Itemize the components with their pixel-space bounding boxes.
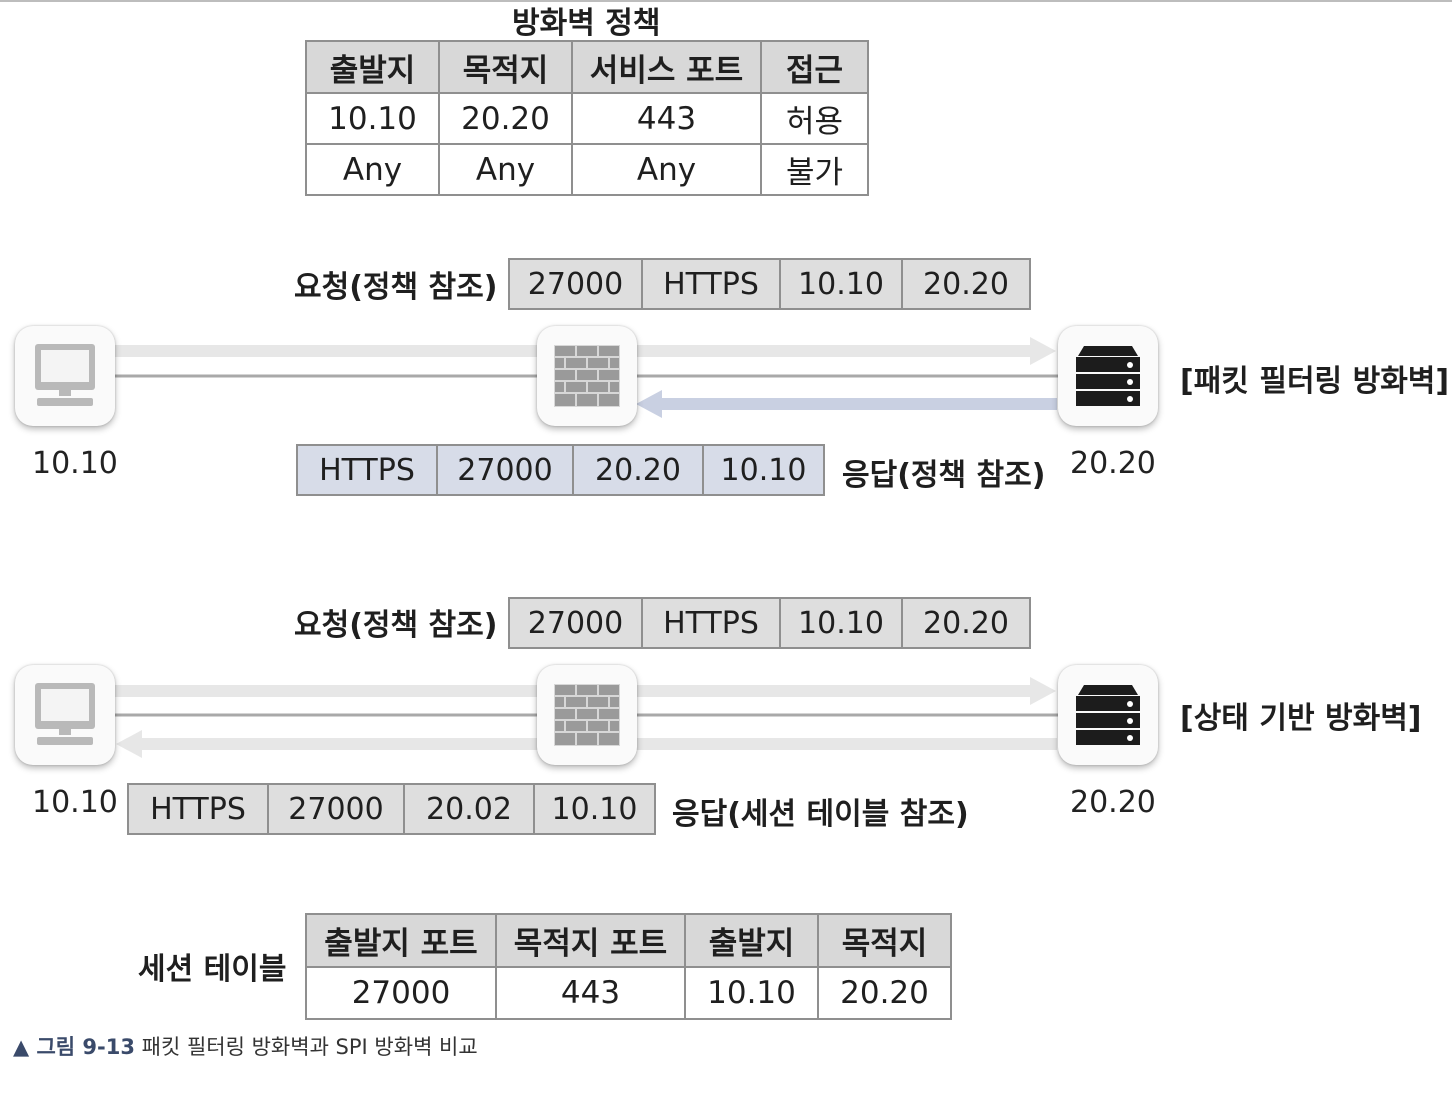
packet-field: 20.20 (923, 266, 1009, 302)
pf-response-packet: HTTPS 27000 20.20 10.10 (296, 444, 825, 496)
session-cell: 443 (495, 966, 686, 1020)
packet-field: 27000 (510, 599, 643, 647)
policy-cell: Any (305, 143, 440, 196)
policy-row: Any Any Any 불가 (305, 143, 869, 196)
policy-cell: Any (571, 143, 762, 196)
top-border (0, 0, 1452, 2)
sf-server-node (1058, 665, 1158, 765)
pf-client-node (15, 326, 115, 426)
sf-server-ip: 20.20 (1070, 785, 1156, 820)
session-header-src-port: 출발지 포트 (305, 913, 497, 968)
policy-cell: 20.20 (438, 92, 573, 145)
sf-request-packet: 27000 HTTPS 10.10 20.20 (508, 597, 1031, 649)
policy-title: 방화벽 정책 (512, 6, 661, 41)
policy-header-access: 접근 (760, 40, 869, 94)
firewall-icon (554, 684, 620, 746)
packet-field: HTTPS (643, 599, 781, 647)
firewall-icon (554, 345, 620, 407)
session-cell: 27000 (305, 966, 497, 1020)
session-row: 27000 443 10.10 20.20 (305, 966, 952, 1020)
packet-field: HTTPS (643, 260, 781, 308)
packet-field: HTTPS (298, 446, 438, 494)
sf-firewall-node (537, 665, 637, 765)
pf-server-ip: 20.20 (1070, 446, 1156, 481)
packet-field: 10.10 (781, 599, 903, 647)
policy-header-destination: 목적지 (438, 40, 573, 94)
packet-field: 20.20 (574, 446, 704, 494)
session-cell: 20.20 (817, 966, 952, 1020)
policy-cell: 10.10 (305, 92, 440, 145)
packet-field: 20.02 (405, 785, 535, 833)
policy-cell: Any (438, 143, 573, 196)
packet-field: 27000 (269, 785, 405, 833)
computer-icon (35, 344, 95, 406)
pf-response-arrow (662, 398, 1057, 410)
pf-request-packet: 27000 HTTPS 10.10 20.20 (508, 258, 1031, 310)
pf-client-ip: 10.10 (32, 446, 118, 481)
packet-field: HTTPS (129, 785, 269, 833)
session-table-label: 세션 테이블 (138, 952, 287, 987)
arrow-icon (636, 390, 662, 418)
session-header-source: 출발지 (684, 913, 819, 968)
pf-server-node (1058, 326, 1158, 426)
sf-response-packet: HTTPS 27000 20.02 10.10 (127, 783, 656, 835)
policy-cell: 불가 (760, 143, 869, 196)
policy-row: 10.10 20.20 443 허용 (305, 92, 869, 145)
sf-type-label: [상태 기반 방화벽] (1180, 701, 1422, 736)
pf-firewall-node (537, 326, 637, 426)
server-icon (1076, 346, 1140, 406)
sf-client-ip: 10.10 (32, 785, 118, 820)
policy-header-source: 출발지 (305, 40, 440, 94)
packet-field: 27000 (438, 446, 574, 494)
arrow-icon (1030, 677, 1056, 705)
pf-type-label: [패킷 필터링 방화벽] (1180, 364, 1450, 399)
packet-field: 10.10 (551, 791, 638, 827)
session-header-dst-port: 목적지 포트 (495, 913, 686, 968)
session-cell: 10.10 (684, 966, 819, 1020)
policy-table: 출발지 목적지 서비스 포트 접근 10.10 20.20 443 허용 Any… (305, 40, 869, 196)
packet-field: 27000 (510, 260, 643, 308)
pf-response-label: 응답(정책 참조) (842, 458, 1046, 493)
figure-number: ▲ 그림 9-13 (13, 1035, 135, 1059)
policy-cell: 허용 (760, 92, 869, 145)
packet-field: 10.10 (781, 260, 903, 308)
sf-request-label: 요청(정책 참조) (294, 608, 498, 643)
arrow-icon (1030, 337, 1056, 365)
pf-request-label: 요청(정책 참조) (294, 270, 498, 305)
figure-caption-text: 패킷 필터링 방화벽과 SPI 방화벽 비교 (141, 1035, 478, 1059)
figure-caption: ▲ 그림 9-13 패킷 필터링 방화벽과 SPI 방화벽 비교 (13, 1031, 478, 1061)
policy-header-service-port: 서비스 포트 (571, 40, 762, 94)
session-table: 출발지 포트 목적지 포트 출발지 목적지 27000 443 10.10 20… (305, 913, 952, 1020)
computer-icon (35, 683, 95, 745)
packet-field: 20.20 (923, 605, 1009, 641)
policy-header-row: 출발지 목적지 서비스 포트 접근 (305, 40, 869, 94)
sf-client-node (15, 665, 115, 765)
server-icon (1076, 685, 1140, 745)
policy-cell: 443 (571, 92, 762, 145)
sf-response-label: 응답(세션 테이블 참조) (672, 797, 969, 832)
session-header-destination: 목적지 (817, 913, 952, 968)
arrow-icon (116, 730, 142, 758)
session-header-row: 출발지 포트 목적지 포트 출발지 목적지 (305, 913, 952, 968)
packet-field: 10.10 (720, 452, 807, 488)
